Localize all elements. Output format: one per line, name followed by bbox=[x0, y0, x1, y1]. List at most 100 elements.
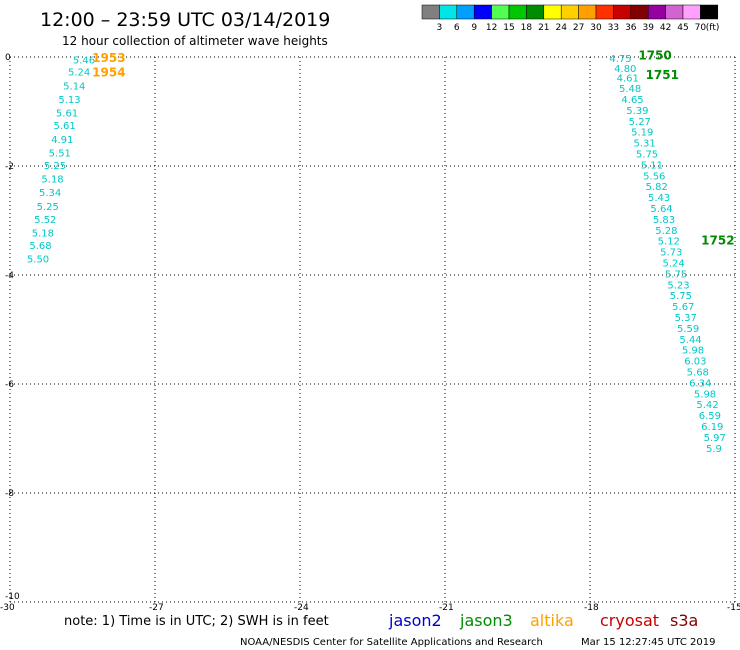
colorbar-label: 24 bbox=[555, 23, 567, 33]
colorbar-label: 6 bbox=[454, 23, 460, 33]
swh-value: 5.43 bbox=[648, 193, 670, 204]
swh-value: 4.80 bbox=[614, 64, 636, 75]
plot-grid bbox=[9, 56, 736, 603]
swh-value: 5.24 bbox=[663, 258, 685, 269]
swh-value: 5.61 bbox=[54, 121, 76, 132]
swh-value: 5.48 bbox=[619, 84, 641, 95]
x-tick-label: -18 bbox=[584, 603, 599, 613]
swh-value: 5.18 bbox=[41, 175, 63, 186]
colorbar-swatch bbox=[595, 4, 614, 20]
swh-value: 5.61 bbox=[56, 109, 78, 120]
satellite-legend: jason2 jason3 altika cryosat s3a bbox=[388, 611, 698, 630]
swh-value: 5.18 bbox=[32, 228, 54, 239]
swh-value: 4.65 bbox=[621, 95, 643, 106]
time-label: 1752 bbox=[701, 234, 734, 248]
swh-value: 5.23 bbox=[667, 280, 689, 291]
colorbar-unit: (ft) bbox=[706, 23, 720, 33]
colorbar-label: 33 bbox=[608, 23, 619, 33]
footer-timestamp: Mar 15 12:27:45 UTC 2019 bbox=[581, 637, 716, 648]
satellite-legend-item: cryosat bbox=[600, 611, 659, 630]
colorbar-label: 15 bbox=[503, 23, 514, 33]
chart-subtitle: 12 hour collection of altimeter wave hei… bbox=[62, 34, 328, 48]
swh-value: 5.50 bbox=[27, 255, 49, 266]
colorbar-swatch bbox=[491, 4, 510, 20]
swh-values: 5.465.245.145.135.615.614.915.515.255.18… bbox=[27, 54, 726, 455]
colorbar-swatch bbox=[700, 4, 719, 20]
swh-value: 5.46 bbox=[73, 56, 95, 67]
time-label: 1954 bbox=[92, 65, 125, 79]
swh-value: 5.73 bbox=[660, 248, 682, 259]
x-tick-label: -21 bbox=[439, 603, 454, 613]
satellite-legend-item: s3a bbox=[670, 611, 698, 630]
colorbar-swatch bbox=[682, 4, 701, 20]
swh-value: 5.9 bbox=[706, 444, 722, 455]
colorbar-swatch bbox=[508, 4, 527, 20]
swh-value: 5.34 bbox=[39, 188, 61, 199]
swh-value: 5.24 bbox=[68, 68, 90, 79]
colorbar-swatch bbox=[526, 4, 545, 20]
swh-value: 6.03 bbox=[684, 357, 706, 368]
colorbar-swatch bbox=[578, 4, 597, 20]
swh-value: 5.11 bbox=[641, 160, 663, 171]
swh-value: 6.19 bbox=[701, 422, 723, 433]
colorbar-label: 21 bbox=[538, 23, 549, 33]
y-tick-label: -6 bbox=[5, 380, 14, 390]
swh-value: 5.37 bbox=[675, 313, 697, 324]
colorbar-swatch bbox=[473, 4, 492, 20]
colorbar-label: 12 bbox=[486, 23, 497, 33]
colorbar-swatch bbox=[613, 4, 632, 20]
swh-value: 5.25 bbox=[44, 161, 66, 172]
x-tick-label: -30 bbox=[0, 603, 15, 613]
colorbar-label: 3 bbox=[437, 23, 443, 33]
swh-value: 5.82 bbox=[646, 182, 668, 193]
time-label: 1751 bbox=[646, 68, 679, 82]
swh-value: 6.34 bbox=[689, 378, 711, 389]
footer-credit: NOAA/NESDIS Center for Satellite Applica… bbox=[240, 637, 543, 648]
swh-value: 5.83 bbox=[653, 215, 675, 226]
swh-value: 5.25 bbox=[37, 202, 59, 213]
swh-value: 5.31 bbox=[634, 139, 656, 150]
x-tick-label: -24 bbox=[294, 603, 309, 613]
swh-value: 4.91 bbox=[51, 135, 73, 146]
swh-value: 5.64 bbox=[650, 204, 672, 215]
colorbar-swatch bbox=[665, 4, 684, 20]
colorbar-swatch bbox=[630, 4, 649, 20]
swh-value: 5.67 bbox=[672, 302, 694, 313]
swh-value: 5.68 bbox=[687, 367, 709, 378]
swh-value: 5.44 bbox=[679, 335, 701, 346]
colorbar-swatch bbox=[439, 4, 458, 20]
swh-value: 5.98 bbox=[694, 389, 716, 400]
chart-title: 12:00 – 23:59 UTC 03/14/2019 bbox=[40, 9, 330, 31]
colorbar-label: 27 bbox=[573, 23, 584, 33]
colorbar-label: 39 bbox=[642, 23, 654, 33]
swh-value: 5.13 bbox=[58, 95, 80, 106]
colorbar-label: 18 bbox=[521, 23, 533, 33]
swh-value: 5.42 bbox=[696, 400, 718, 411]
colorbar-swatch bbox=[421, 4, 440, 20]
axis-ticks: -30 -27 -24 -21 -18 -15 0 -2 -4 -6 -8 -10 bbox=[0, 53, 740, 613]
footer-note: note: 1) Time is in UTC; 2) SWH is in fe… bbox=[64, 614, 329, 629]
swh-value: 5.68 bbox=[29, 241, 51, 252]
swh-value: 5.14 bbox=[63, 81, 85, 92]
swh-value: 5.75 bbox=[670, 291, 692, 302]
swh-value: 5.56 bbox=[643, 171, 665, 182]
y-tick-label: -4 bbox=[5, 271, 14, 281]
swh-value: 5.59 bbox=[677, 324, 699, 335]
swh-value: 4.75 bbox=[609, 54, 631, 65]
x-tick-label: -15 bbox=[727, 603, 740, 613]
satellite-legend-item: jason3 bbox=[459, 611, 513, 630]
swh-value: 4.61 bbox=[617, 74, 639, 85]
time-label: 1953 bbox=[92, 51, 125, 65]
colorbar-legend: 3 6 9 12 15 18 21 24 27 30 33 36 39 42 45 70 (ft) bbox=[421, 4, 720, 33]
swh-value: 5.19 bbox=[631, 128, 653, 139]
colorbar-label: 9 bbox=[471, 23, 477, 33]
colorbar-swatch bbox=[543, 4, 562, 20]
satellite-legend-item: jason2 bbox=[388, 611, 442, 630]
colorbar-swatch bbox=[560, 4, 579, 20]
y-tick-label: -2 bbox=[5, 162, 14, 172]
swh-value: 5.52 bbox=[34, 215, 56, 226]
swh-value: 5.28 bbox=[655, 226, 677, 237]
y-tick-label: 0 bbox=[5, 53, 11, 63]
swh-value: 5.75 bbox=[636, 149, 658, 160]
